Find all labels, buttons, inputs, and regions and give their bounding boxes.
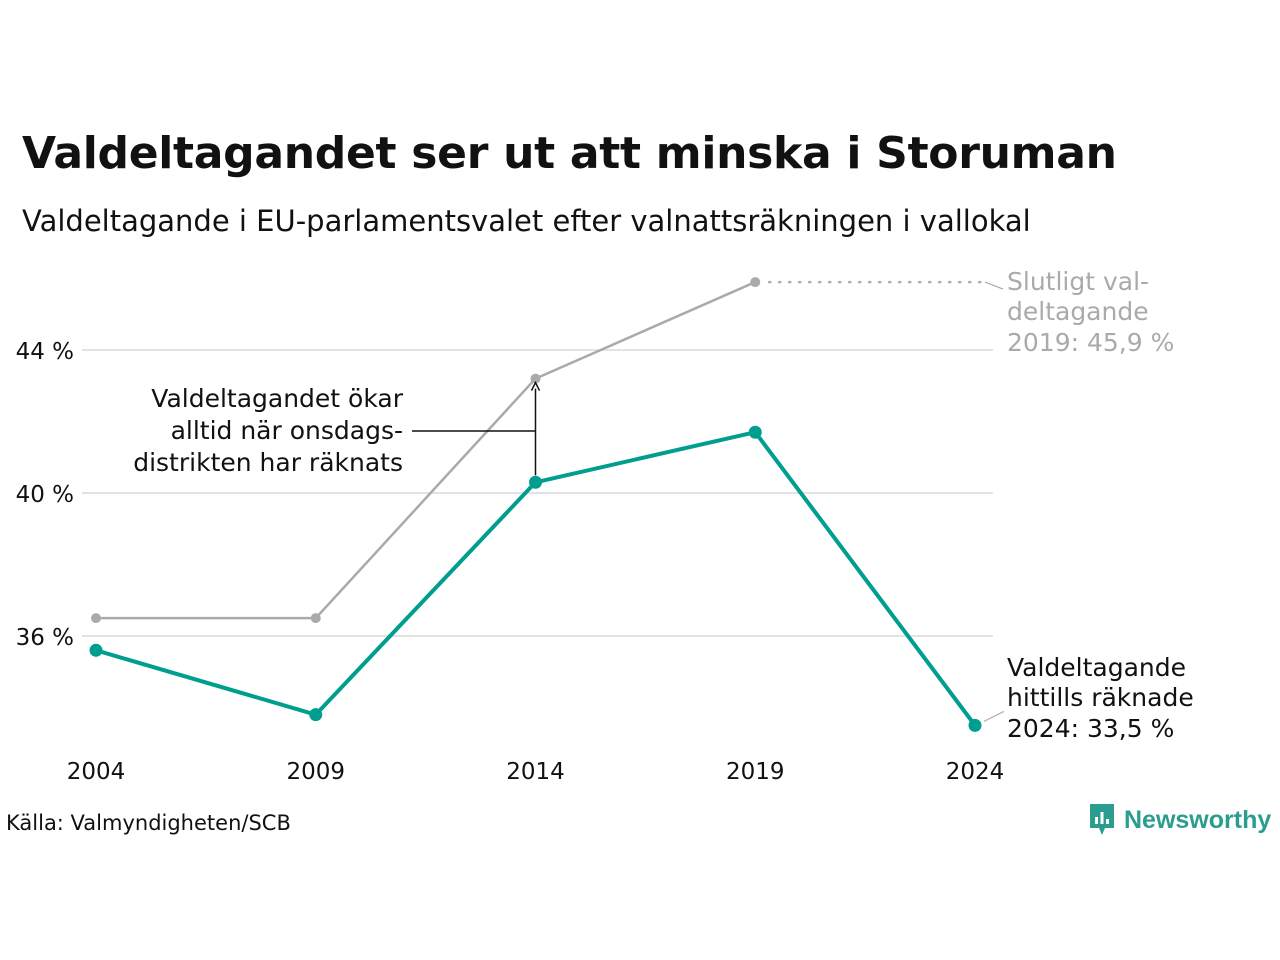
y-axis: 36 % 40 % 44 % xyxy=(16,339,74,651)
brand-logo: Newsworthy xyxy=(1088,802,1271,838)
source-note: Källa: Valmyndigheten/SCB xyxy=(6,811,291,835)
annotation-final-2019-line-1: Slutligt val- xyxy=(1007,267,1149,296)
annotation-counted-2024-line-1: Valdeltagande xyxy=(1007,653,1186,682)
y-tick-label-40: 40 % xyxy=(16,482,74,508)
annotation-counted-2024-line-2: hittills räknade xyxy=(1007,683,1194,712)
annotation-final-2019-line-3: 2019: 45,9 % xyxy=(1007,328,1174,357)
series-0-point-2014 xyxy=(530,373,541,384)
series-1-point-2009 xyxy=(309,708,323,722)
annotation-connectors xyxy=(412,280,1005,722)
x-tick-label-2024: 2024 xyxy=(946,759,1005,785)
x-tick-label-2014: 2014 xyxy=(506,759,565,785)
x-tick-label-2009: 2009 xyxy=(286,759,345,785)
arrow-head-2014 xyxy=(530,380,541,391)
annotations-group: Slutligt val- deltagande 2019: 45,9 % Va… xyxy=(133,267,1193,743)
annotation-leader-2019 xyxy=(984,281,1004,290)
series-1-point-2024 xyxy=(968,718,982,732)
annotation-counted-2024-line-3: 2024: 33,5 % xyxy=(1007,714,1174,743)
annotation-final-2019-line-2: deltagande xyxy=(1007,297,1149,326)
chart-title: Valdeltagandet ser ut att minska i Storu… xyxy=(22,128,1117,179)
newsworthy-logo-icon xyxy=(1090,804,1114,835)
series-0-point-2019 xyxy=(750,277,761,288)
brand-name: Newsworthy xyxy=(1124,805,1272,834)
annotation-wednesday-line-2: alltid när onsdags- xyxy=(171,416,403,445)
annotation-leader-2024 xyxy=(983,710,1005,722)
series-1-point-2004 xyxy=(89,643,103,657)
x-axis: 2004 2009 2014 2019 2024 xyxy=(67,759,1005,785)
annotation-wednesday-line-1: Valdeltagandet ökar xyxy=(151,384,403,413)
x-tick-label-2019: 2019 xyxy=(726,759,785,785)
series-group xyxy=(89,277,982,732)
series-0-line xyxy=(96,280,756,620)
grid-lines xyxy=(82,349,993,637)
y-tick-label-44: 44 % xyxy=(16,339,74,365)
series-1-point-2014 xyxy=(529,475,542,489)
y-tick-label-36: 36 % xyxy=(16,625,74,651)
series-1-point-2019 xyxy=(748,425,762,439)
x-tick-label-2004: 2004 xyxy=(67,759,126,785)
series-0-point-2009 xyxy=(310,613,321,624)
series-0-point-2004 xyxy=(91,613,101,624)
annotation-wednesday-line-3: distrikten har räknats xyxy=(133,448,403,477)
chart-subtitle: Valdeltagande i EU-parlamentsvalet efter… xyxy=(22,204,1031,238)
